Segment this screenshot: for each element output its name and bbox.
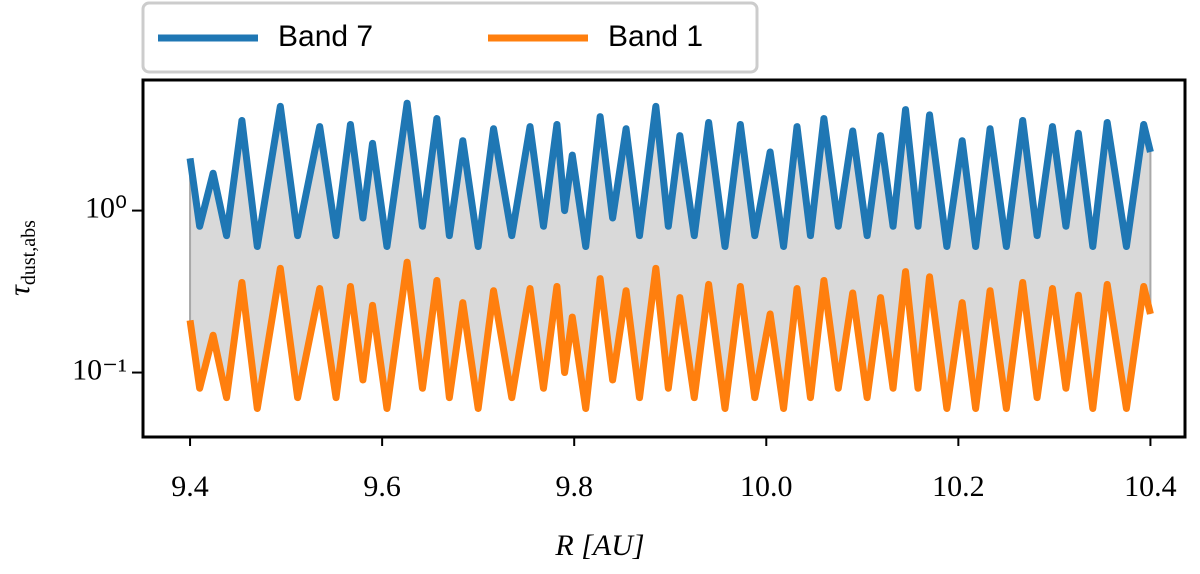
x-tick-label: 9.6	[363, 470, 401, 503]
x-tick-label: 10.4	[1124, 470, 1177, 503]
y-tick-label: 10⁰	[85, 191, 127, 224]
legend-label: Band 1	[608, 20, 703, 53]
y-axis-label: τdust,abs	[3, 220, 40, 296]
legend-label: Band 7	[278, 20, 373, 53]
y-tick-label: 10⁻¹	[72, 353, 127, 386]
x-tick-label: 9.4	[171, 470, 209, 503]
data-line	[186, 258, 1154, 412]
y-label-subscript: dust,abs	[18, 220, 40, 285]
plot-area	[186, 99, 1154, 412]
x-tick-label: 10.0	[740, 470, 793, 503]
data-line	[186, 99, 1154, 251]
x-tick-label: 9.8	[555, 470, 593, 503]
axes-frame	[141, 78, 1187, 439]
x-axis-label: R [AU]	[554, 529, 644, 562]
x-tick-label: 10.2	[932, 470, 985, 503]
y-label-symbol: τ	[3, 284, 36, 296]
legend	[141, 1, 759, 74]
